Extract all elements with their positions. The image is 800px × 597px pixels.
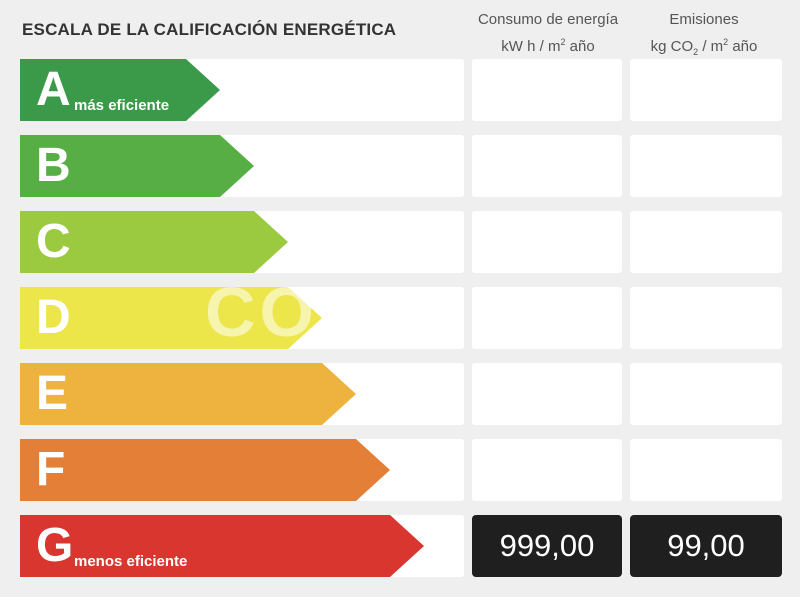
rating-bar-e: E <box>20 363 356 425</box>
consumo-value: 999,00 <box>472 515 622 577</box>
consumo-cell <box>472 211 622 273</box>
rating-letter: E <box>36 367 69 420</box>
consumo-column-header: Consumo de energía kW h / m2 año <box>470 9 626 58</box>
emisiones-cell <box>630 135 782 197</box>
rating-bar-d: D <box>20 287 322 349</box>
rating-note: menos eficiente <box>74 553 188 570</box>
emisiones-cell <box>630 439 782 501</box>
rating-letter: F <box>36 443 66 496</box>
consumo-cell <box>472 287 622 349</box>
consumo-cell <box>472 135 622 197</box>
consumo-cell <box>472 439 622 501</box>
emisiones-value: 99,00 <box>630 515 782 577</box>
emisiones-cell <box>630 211 782 273</box>
rating-bar-c: C <box>20 211 288 273</box>
consumo-cell <box>472 363 622 425</box>
emisiones-cell <box>630 59 782 121</box>
emisiones-header-unit: kg CO2 / m2 año <box>650 37 758 57</box>
rating-note: más eficiente <box>74 97 170 114</box>
rating-letter: A <box>36 63 71 116</box>
rating-letter: C <box>36 215 71 268</box>
rating-letter: G <box>36 519 74 572</box>
chart-title: ESCALA DE LA CALIFICACIÓN ENERGÉTICA <box>22 20 397 39</box>
consumo-header-line1: Consumo de energía <box>477 11 619 28</box>
emisiones-column-header: Emisiones kg CO2 / m2 año <box>628 9 780 63</box>
emisiones-header-line1: Emisiones <box>669 11 739 28</box>
emisiones-cell <box>630 363 782 425</box>
rating-letter: B <box>36 139 71 192</box>
rating-bar-b: B <box>20 135 254 197</box>
emisiones-cell <box>630 287 782 349</box>
consumo-header-unit: kW h / m2 año <box>501 37 595 55</box>
rating-letter: D <box>36 291 71 344</box>
rating-bar-f: F <box>20 439 390 501</box>
consumo-cell <box>472 59 622 121</box>
